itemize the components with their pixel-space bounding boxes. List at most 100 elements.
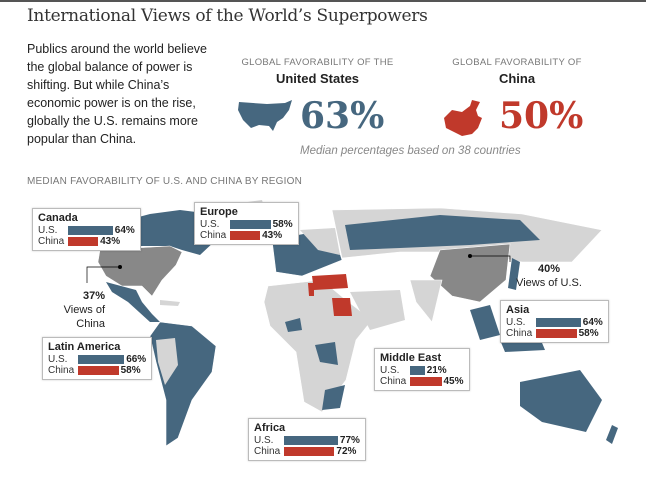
us-row: U.S. 21% [380,365,464,376]
china-map-icon [444,100,482,136]
china-label: China [506,328,533,339]
south-america-gray [156,338,178,385]
region-name: Europe [200,206,238,218]
australia [520,370,602,432]
region-name: Africa [254,422,286,434]
china [429,243,511,303]
china-value: 43% [262,230,283,241]
china-bar [284,447,335,456]
us-row: U.S. 66% [48,354,146,365]
china-row: China 45% [380,376,464,387]
turkey [312,274,348,290]
china-bar [536,329,577,338]
us-bar [284,436,338,445]
china-row: China 58% [48,365,146,376]
china-label: China [200,230,227,241]
region-box-europe: Europe U.S. 58% China 43% [194,202,299,245]
region-name: Asia [506,304,530,316]
region-box-africa: Africa U.S. 77% China 72% [248,418,366,461]
top-rule [0,0,646,2]
us-stat-label: GLOBAL FAVORABILITY OF THE [241,57,394,68]
china-annotation: 40% Views of U.S. [508,262,590,290]
us-bar [410,366,425,375]
china-bar [68,237,99,246]
japan-korea [508,258,520,290]
us-stat: GLOBAL FAVORABILITY OF THE United States [240,57,395,86]
united-states [97,245,183,297]
us-bar [230,220,271,229]
us-bar [536,318,581,327]
us-value: 64% [582,317,603,328]
us-row: U.S. 77% [254,435,360,446]
china-label: China [38,236,65,247]
us-stat-value: 63% [300,95,385,137]
us-value: 66% [126,354,147,365]
china-bar [230,231,261,240]
median-note: Median percentages based on 38 countries [300,145,521,157]
us-value: 64% [114,225,135,236]
china-row: China 43% [38,236,135,247]
page-title: International Views of the World’s Super… [27,6,428,26]
china-row: China 72% [254,446,360,457]
china-bar [78,366,119,375]
china-leader-line [470,255,511,262]
china-row: China 58% [506,328,603,339]
china-annotation-line1: Views of U.S. [516,277,582,289]
china-label: China [48,365,75,376]
us-annotation-value: 37% [82,290,105,302]
us-row: U.S. 64% [38,225,135,236]
india [409,279,443,323]
china-stat-country: China [498,71,536,86]
us-value: 21% [426,365,447,376]
tunisia [308,283,314,296]
china-value: 58% [578,328,599,339]
china-value: 45% [443,376,464,387]
us-stat-country: United States [275,71,360,86]
us-annotation-line1: Views of [63,304,105,316]
us-value: 77% [339,435,360,446]
us-leader-line [86,266,120,283]
africa-blue [285,318,345,410]
china-value: 72% [336,446,357,457]
intro-text: Publics around the world believe the glo… [27,42,207,146]
middle-east-gray [350,290,405,330]
china-stat-label: GLOBAL FAVORABILITY OF [452,57,582,68]
region-box-latin-america: Latin America U.S. 66% China 58% [42,337,153,380]
china-label: China [380,376,407,387]
russia-blue [345,215,540,250]
us-label: U.S. [506,317,526,328]
us-label: U.S. [38,225,58,236]
us-label: U.S. [200,219,220,230]
region-name: Middle East [380,352,442,364]
caribbean [160,300,180,306]
region-box-asia: Asia U.S. 64% China 58% [500,300,609,343]
world-map [86,200,618,447]
region-box-canada: Canada U.S. 64% China 43% [32,208,141,251]
us-row: U.S. 64% [506,317,603,328]
us-map-icon [238,100,292,131]
us-label: U.S. [380,365,400,376]
egypt [332,298,352,316]
region-box-middle-east: Middle East U.S. 21% China 45% [374,348,470,391]
region-name: Canada [38,212,78,224]
europe-gray [300,228,340,255]
us-bar [78,355,125,364]
map-subtitle: MEDIAN FAVORABILITY OF U.S. AND CHINA BY… [27,176,303,187]
mexico-central-america [106,282,160,322]
region-name: Latin America [48,341,121,353]
us-row: U.S. 58% [200,219,293,230]
us-label: U.S. [254,435,274,446]
china-stat-value: 50% [499,95,584,137]
china-label: China [254,446,281,457]
us-value: 58% [272,219,293,230]
us-bar [68,226,113,235]
us-annotation: 37% Views of China [50,289,105,331]
china-row: China 43% [200,230,293,241]
china-value: 58% [120,365,141,376]
china-annotation-value: 40% [537,263,561,275]
china-bar [410,377,442,386]
us-label: U.S. [48,354,68,365]
china-stat: GLOBAL FAVORABILITY OF China [447,57,587,86]
us-annotation-line2: China [76,318,105,330]
china-value: 43% [100,236,121,247]
